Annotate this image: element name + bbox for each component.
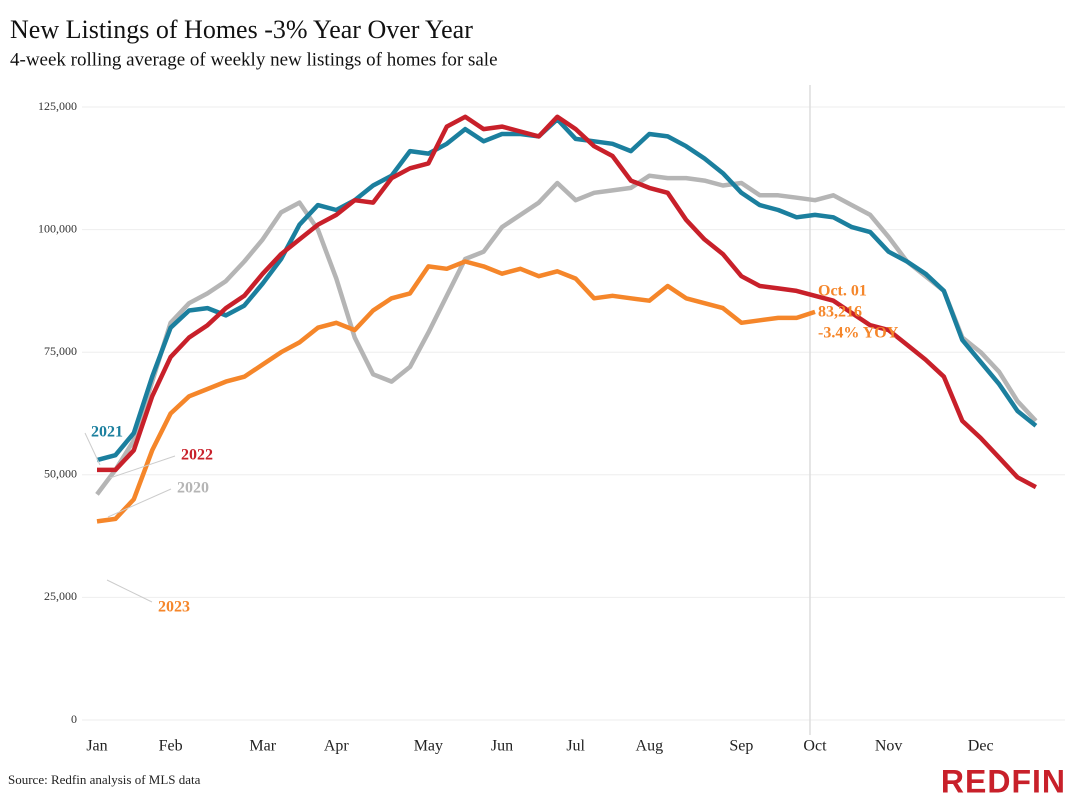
y-tick-label: 100,000 xyxy=(38,221,77,235)
y-tick-label: 0 xyxy=(71,712,77,726)
y-tick-label: 50,000 xyxy=(44,467,77,481)
chart-subtitle: 4-week rolling average of weekly new lis… xyxy=(10,49,498,70)
series-label: 2022 xyxy=(181,447,213,464)
brand-logo: REDFIN xyxy=(941,763,1066,799)
x-tick-label: May xyxy=(414,738,443,755)
x-tick-label: Sep xyxy=(729,738,753,755)
y-tick-label: 125,000 xyxy=(38,99,77,113)
x-tick-label: Mar xyxy=(249,738,276,755)
leader-line xyxy=(109,455,176,479)
series-line xyxy=(96,259,816,524)
leader-line xyxy=(107,488,172,518)
series-label: 2021 xyxy=(91,424,123,441)
series-line xyxy=(95,173,1038,496)
x-tick-label: Nov xyxy=(875,738,903,755)
x-tick-label: Jun xyxy=(491,738,513,755)
chart-title: New Listings of Homes -3% Year Over Year xyxy=(10,15,473,44)
x-tick-label: Dec xyxy=(968,738,994,755)
series-line xyxy=(97,114,1037,490)
x-tick-label: Aug xyxy=(636,738,664,755)
leader-line xyxy=(106,579,153,603)
annotation: Oct. 01 xyxy=(818,283,867,300)
y-tick-label: 25,000 xyxy=(44,589,77,603)
annotation: 83,216 xyxy=(818,304,862,321)
x-tick-label: Jan xyxy=(86,738,107,755)
series-line xyxy=(96,117,1038,463)
series-label: 2023 xyxy=(158,599,190,616)
x-tick-label: Apr xyxy=(324,738,350,755)
x-tick-label: Feb xyxy=(159,738,183,755)
y-tick-label: 75,000 xyxy=(44,344,77,358)
x-tick-label: Oct xyxy=(803,738,827,755)
leader-line xyxy=(84,432,101,466)
source-note: Source: Redfin analysis of MLS data xyxy=(8,772,201,787)
x-tick-label: Jul xyxy=(566,738,585,755)
series-label: 2020 xyxy=(177,480,209,497)
annotation: -3.4% YOY xyxy=(818,325,899,342)
